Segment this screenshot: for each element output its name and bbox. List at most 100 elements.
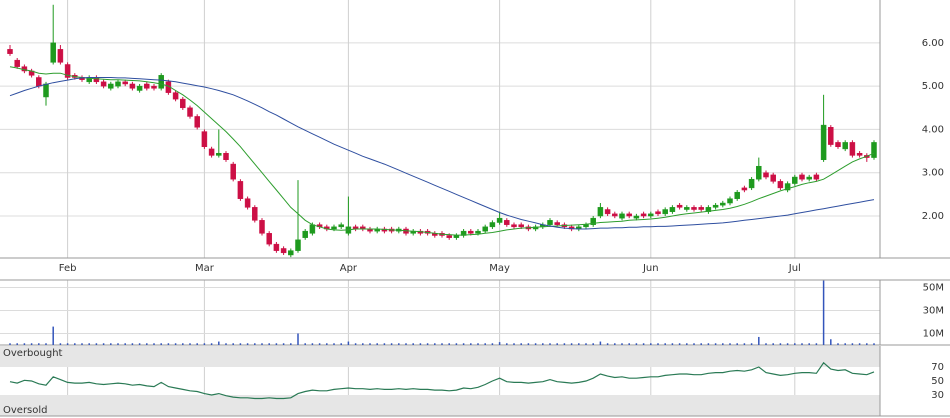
volume-bar: [837, 343, 839, 345]
volume-bar: [765, 343, 767, 345]
candle-body: [252, 207, 258, 221]
band: [0, 346, 880, 367]
volume-bar: [678, 343, 681, 345]
candle-body: [518, 224, 524, 228]
volume-bar: [830, 339, 832, 345]
volume-bar: [304, 343, 306, 345]
volume-bar: [282, 343, 285, 345]
volume-bar: [23, 343, 26, 345]
volume-bar: [405, 343, 407, 345]
volume-bar: [506, 343, 508, 345]
volume-bar: [448, 343, 450, 345]
volume-bar: [138, 343, 141, 345]
volume-bar: [362, 343, 364, 345]
volume-bar: [484, 343, 486, 345]
x-tick-label: Jun: [642, 263, 659, 274]
volume-bar: [326, 343, 328, 345]
candle-body: [216, 152, 222, 156]
volume-bar: [542, 343, 544, 345]
candle-body: [194, 116, 200, 128]
volume-bar: [340, 343, 342, 345]
volume-bar: [52, 326, 54, 345]
volume-bar: [196, 343, 198, 345]
candle-body: [237, 181, 244, 199]
volume-bar: [786, 343, 789, 345]
volume-bar: [9, 343, 11, 345]
volume-bar: [772, 343, 774, 345]
volume-bar: [462, 343, 465, 345]
candle-body: [604, 209, 611, 215]
x-tick-label: Mar: [195, 263, 215, 274]
candle-body: [712, 204, 719, 208]
candle-body: [122, 81, 128, 85]
candle-body: [108, 83, 114, 89]
candle-body: [820, 124, 827, 160]
volume-bar: [549, 343, 551, 345]
volume-bar: [412, 343, 414, 345]
y-tick-label: 4.00: [922, 124, 944, 135]
candle-body: [590, 217, 596, 225]
volume-bar: [160, 343, 162, 345]
candle-body: [36, 77, 42, 87]
volume-bar: [311, 343, 314, 345]
candle-body: [331, 226, 337, 230]
volume-bar: [686, 343, 688, 345]
volume-bar: [822, 280, 825, 345]
candle-body: [115, 81, 121, 87]
volume-bar: [700, 343, 702, 345]
moving-average: [9, 66, 875, 236]
volume-bar: [146, 343, 148, 345]
y-tick-label: 70: [931, 362, 944, 373]
volume-bar: [318, 343, 321, 345]
candle-body: [763, 172, 769, 178]
candle-body: [482, 226, 488, 232]
y-tick-label: 2.00: [922, 211, 944, 222]
y-tick-label: 10M: [923, 328, 944, 339]
volume-bar: [794, 343, 796, 345]
volume-bar: [707, 343, 710, 345]
candle-body: [756, 165, 762, 180]
volume-bar: [498, 342, 501, 345]
y-tick-label: 50M: [923, 282, 944, 293]
candle-body: [57, 49, 64, 63]
candle-body: [230, 163, 236, 180]
candle-body: [50, 42, 56, 63]
y-tick-label: 3.00: [922, 168, 944, 179]
volume-bar: [729, 343, 731, 345]
rsi-line: [9, 361, 875, 400]
volume-bar: [642, 343, 645, 345]
candle-body: [813, 174, 820, 180]
y-tick-label: 6.00: [922, 38, 944, 49]
candle-body: [158, 75, 164, 89]
candle-body: [302, 230, 308, 238]
candle-body: [489, 222, 496, 228]
candle-body: [784, 183, 791, 191]
x-tick-label: Jul: [788, 263, 801, 274]
candle-body: [720, 202, 726, 206]
candle-body: [100, 81, 107, 87]
candle-body: [748, 178, 755, 189]
candle-body: [223, 152, 229, 160]
volume-bar: [16, 343, 18, 345]
candle-body: [842, 142, 848, 150]
volume-bar: [858, 343, 861, 345]
volume-bar: [30, 343, 33, 345]
volume-bar: [606, 343, 609, 345]
candle-body: [468, 230, 474, 234]
volume-bar: [333, 343, 335, 345]
band-label: Oversold: [3, 405, 48, 416]
volume-bar: [635, 343, 638, 345]
y-tick-label: 50: [931, 376, 944, 387]
candle-body: [676, 204, 683, 208]
y-tick-label: 5.00: [922, 81, 944, 92]
candle-body: [273, 243, 280, 251]
volume-bar: [722, 343, 724, 345]
volume-bar: [614, 343, 616, 345]
volume-bar: [239, 343, 242, 345]
volume-bar: [650, 343, 652, 345]
candle-body: [244, 198, 251, 208]
candle-body: [259, 220, 265, 234]
candle-body: [136, 85, 143, 91]
candle-body: [14, 59, 20, 67]
candle-body: [856, 152, 863, 156]
